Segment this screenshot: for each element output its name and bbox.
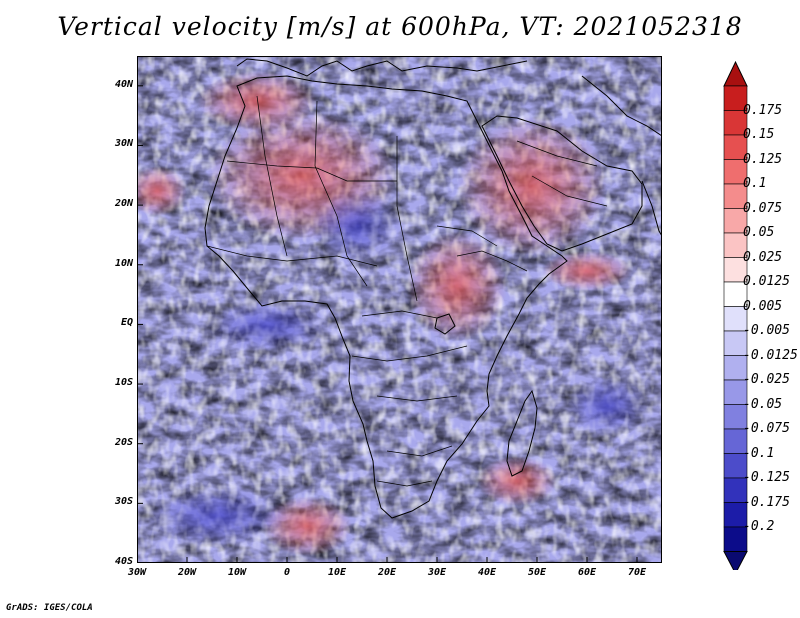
colorbar-label: -0.05 [743, 396, 783, 412]
x-tick-label: 50E [527, 567, 547, 578]
colorbar [723, 60, 748, 570]
colorbar-label: 0.15 [743, 127, 775, 142]
colorbar-bottom-arrow [723, 551, 748, 570]
y-tick-label: 10S [114, 377, 133, 389]
y-tick-label: 30N [114, 138, 133, 150]
y-tick-label: 30S [114, 496, 133, 508]
vertical-velocity-map [127, 56, 663, 564]
colorbar-label: -0.075 [743, 421, 790, 436]
colorbar-label: 0.175 [743, 102, 783, 118]
asia-coastline [581, 75, 663, 137]
y-tick-label: 20S [114, 436, 133, 448]
colorbar-label: 0.125 [743, 151, 783, 167]
colorbar-top-arrow [723, 60, 748, 87]
map-border [137, 56, 662, 563]
madagascar-coastline [506, 389, 538, 477]
y-tick-label: 20N [114, 198, 133, 210]
x-tick-label: 10W [227, 567, 247, 578]
colorbar-label: 0.025 [743, 249, 783, 265]
colorbar-label: -0.1 [743, 445, 775, 461]
grads-credit: GrADS: IGES/COLA [6, 603, 93, 613]
colorbar-label: 0.1 [743, 176, 767, 191]
x-tick-label: 20W [177, 567, 197, 578]
colorbar-label: 0.005 [743, 298, 783, 314]
colorbar-label: -0.025 [743, 372, 790, 387]
europe-coastline [236, 58, 528, 77]
chart-title: Vertical velocity [m/s] at 600hPa, VT: 2… [57, 12, 743, 41]
x-tick-label: 30W [127, 567, 147, 578]
colorbar-label: -0.005 [743, 323, 790, 338]
coastlines [204, 58, 663, 519]
y-tick-label: EQ [120, 317, 133, 329]
x-tick-label: 70E [627, 567, 647, 578]
axis-ticks [136, 85, 638, 564]
colorbar-label: -0.175 [743, 494, 790, 510]
colorbar-label: 0.0125 [743, 274, 790, 289]
x-tick-label: 10E [327, 567, 347, 578]
india-coastline [641, 180, 663, 237]
colorbar-label: 0.05 [743, 225, 775, 240]
x-tick-label: 60E [577, 567, 597, 578]
colorbar-label: -0.125 [743, 470, 790, 485]
colorbar-label: 0.075 [743, 200, 783, 216]
africa-coastline [204, 75, 568, 519]
x-tick-label: 20E [377, 567, 397, 578]
map-area [127, 56, 663, 564]
x-tick-label: 40E [477, 567, 497, 578]
x-tick-label: 0 [283, 567, 291, 578]
colorbar-label: -0.2 [743, 519, 775, 534]
lake-victoria [434, 313, 456, 335]
country-borders [206, 95, 608, 487]
x-tick-label: 30E [427, 567, 447, 578]
y-tick-label: 40S [114, 556, 133, 567]
arabia-coastline [481, 115, 643, 252]
y-tick-label: 40N [114, 78, 133, 90]
y-tick-label: 10N [114, 257, 133, 269]
colorbar-label: -0.0125 [743, 347, 798, 363]
